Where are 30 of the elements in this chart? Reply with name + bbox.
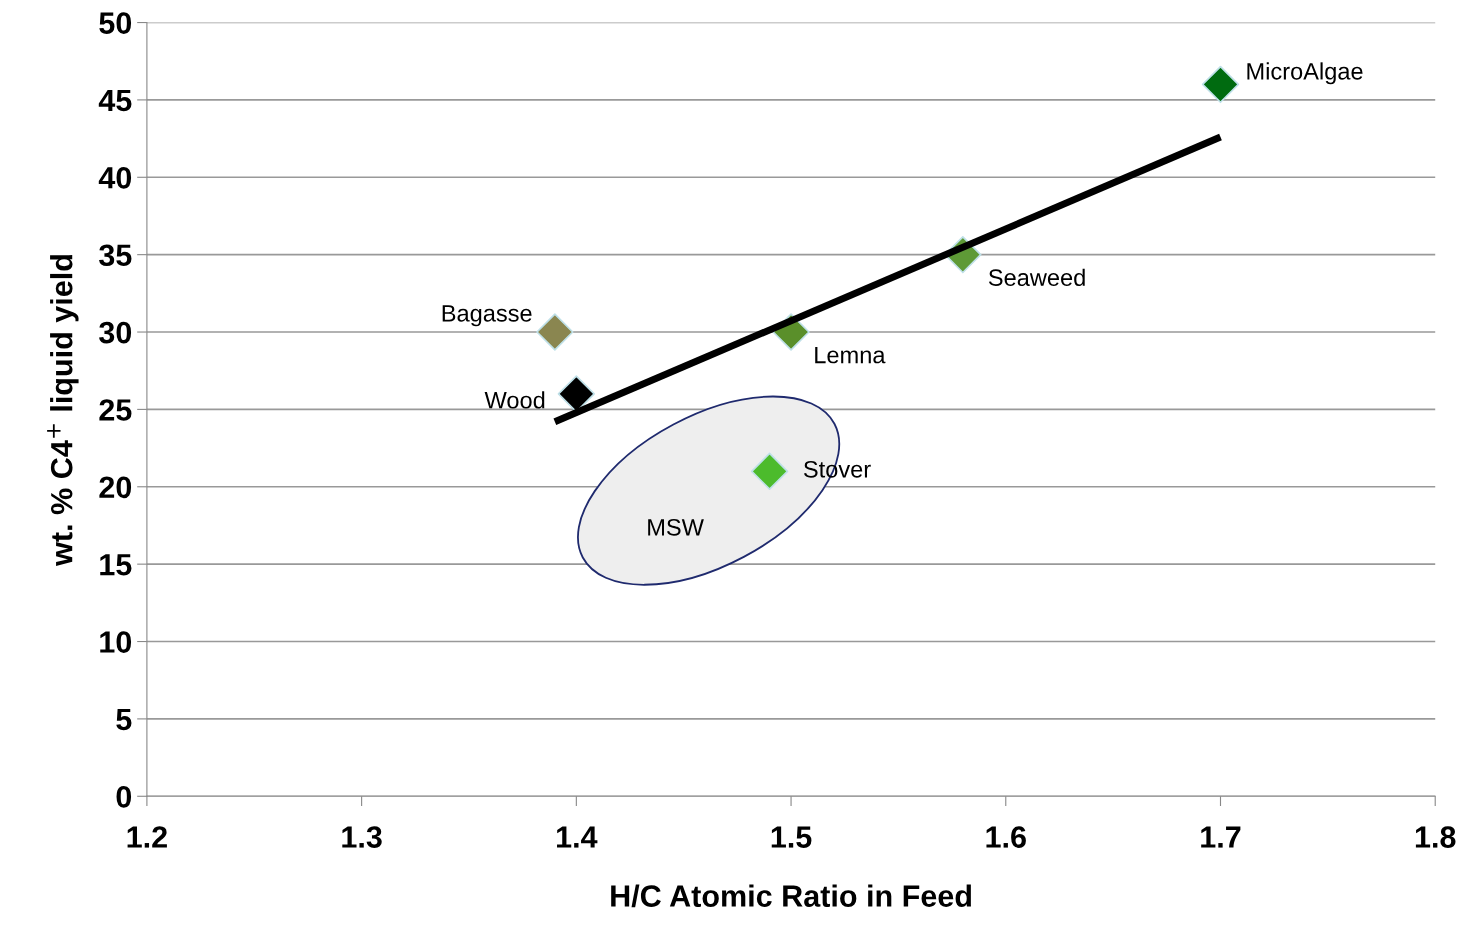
series-label: Lemna xyxy=(815,346,886,364)
series-label: MicroAlgae xyxy=(1247,62,1363,85)
series-label: Seaweed xyxy=(988,268,1085,286)
point xyxy=(536,313,574,351)
point xyxy=(557,375,596,413)
y-tick-label: 10 xyxy=(100,631,132,653)
y-tick-label: 0 xyxy=(116,786,132,808)
x-tick-label: 1.8 xyxy=(1415,826,1456,848)
x-tick-label: 1.6 xyxy=(986,826,1026,848)
point xyxy=(1201,65,1240,104)
series-label: Wood xyxy=(484,391,545,409)
y-tick-label: 25 xyxy=(99,399,132,421)
x-tick-label: 1.7 xyxy=(1201,826,1241,848)
y-tick-label: 5 xyxy=(116,708,132,731)
series-label: Bagasse xyxy=(442,305,532,327)
y-axis-title: wt. % C4$^{+}$ liquid yield xyxy=(47,255,79,566)
y-tick-label: 20 xyxy=(99,476,132,499)
y-tick-label: 35 xyxy=(99,244,132,267)
annotation: MSW xyxy=(648,518,704,536)
x-tick-label: 1.3 xyxy=(342,826,382,848)
point xyxy=(750,452,789,490)
x-axis-title: H/C Atomic Ratio in Feed xyxy=(611,884,971,908)
y-tick-label: 45 xyxy=(98,89,132,112)
y-tick-label: 50 xyxy=(99,12,132,34)
x-tick-label: 1.4 xyxy=(557,826,598,848)
x-tick-label: 1.2 xyxy=(127,826,167,848)
y-tick-label: 40 xyxy=(98,167,132,189)
y-tick-label: 30 xyxy=(99,321,132,344)
y-tick-label: 15 xyxy=(100,554,132,576)
x-tick-label: 1.5 xyxy=(771,826,812,848)
